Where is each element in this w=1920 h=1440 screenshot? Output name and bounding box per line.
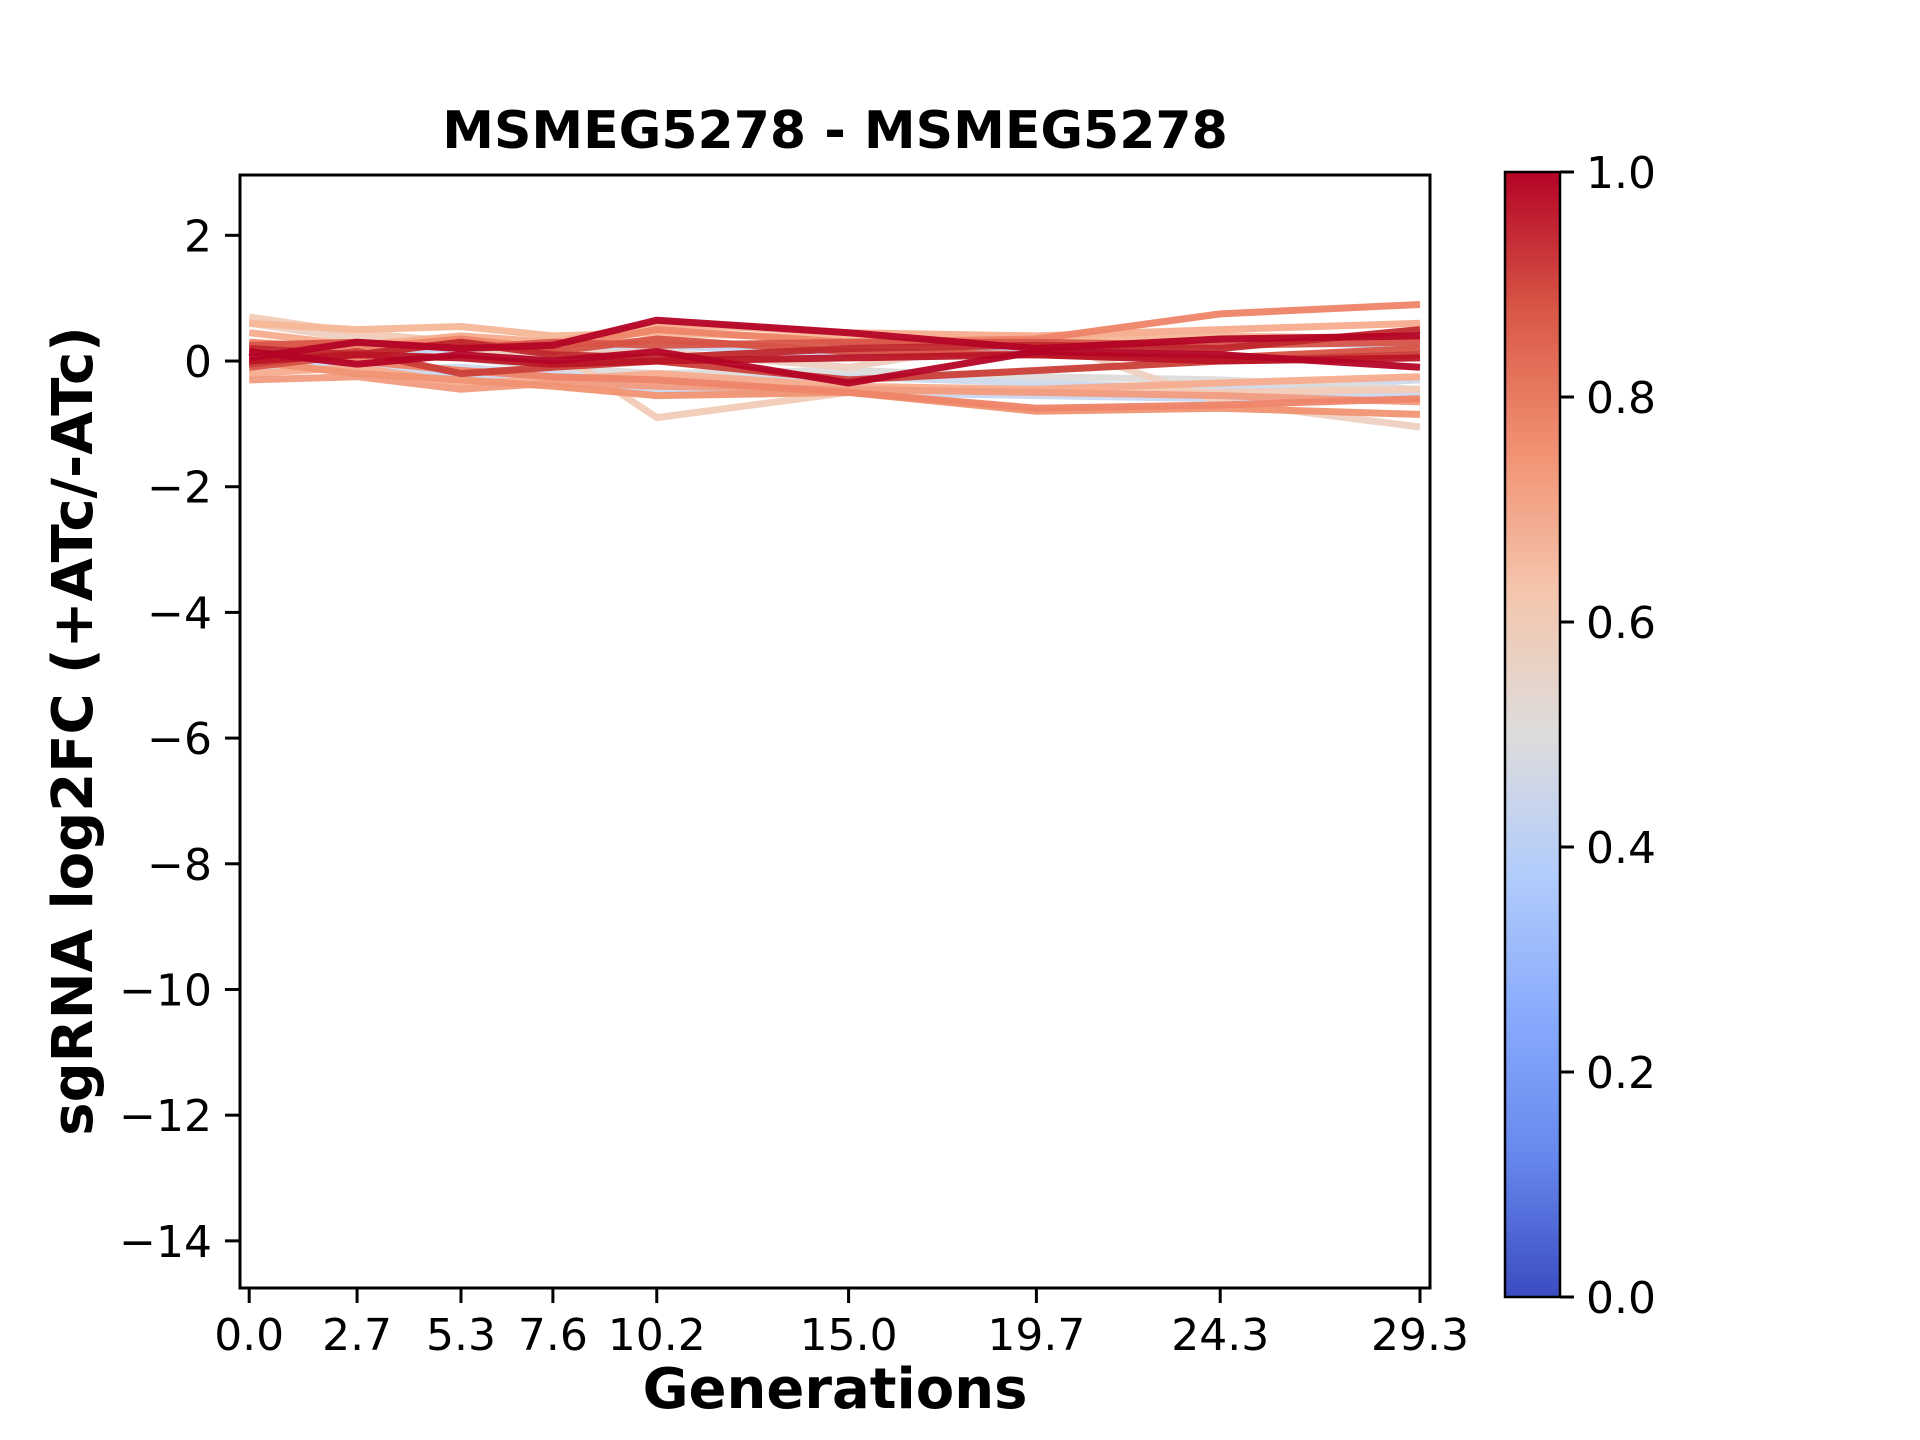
colorbar-ticks: 1.0 0.8 0.6 0.4 0.2 0.0 bbox=[1560, 148, 1656, 1324]
y-tick-label: −12 bbox=[119, 1091, 212, 1142]
colorbar: 1.0 0.8 0.6 0.4 0.2 0.0 bbox=[1503, 148, 1656, 1324]
series-lines bbox=[248, 301, 1421, 431]
sgrna-trace bbox=[248, 316, 1421, 362]
plot-border bbox=[238, 173, 1432, 1290]
x-axis-label: Generations bbox=[643, 1357, 1028, 1422]
sgrna-trace bbox=[249, 373, 1421, 406]
x-tick-label: 7.6 bbox=[518, 1310, 588, 1361]
colorbar-tick-label: 1.0 bbox=[1586, 148, 1656, 199]
y-tick-label: −8 bbox=[147, 840, 212, 891]
y-tick-label: −6 bbox=[147, 714, 212, 765]
chart-title: MSMEG5278 - MSMEG5278 bbox=[442, 101, 1228, 161]
y-tick-label: 2 bbox=[184, 211, 212, 262]
colorbar-tick-label: 0.6 bbox=[1586, 598, 1656, 649]
colorbar-tick-label: 0.2 bbox=[1586, 1048, 1656, 1099]
y-tick-label: −4 bbox=[147, 588, 212, 639]
x-tick-label: 2.7 bbox=[322, 1310, 392, 1361]
x-tick-label: 5.3 bbox=[426, 1310, 496, 1361]
x-tick-label: 19.7 bbox=[987, 1310, 1085, 1361]
x-tick-label: 29.3 bbox=[1371, 1310, 1469, 1361]
colorbar-tick-label: 0.8 bbox=[1586, 373, 1656, 424]
x-tick-label: 10.2 bbox=[608, 1310, 706, 1361]
y-tick-label: −10 bbox=[119, 965, 212, 1016]
y-tick-label: −2 bbox=[147, 463, 212, 514]
x-tick-label: 0.0 bbox=[214, 1310, 284, 1361]
colorbar-tick-label: 0.4 bbox=[1586, 823, 1656, 874]
y-tick-label: −14 bbox=[119, 1217, 212, 1268]
colorbar-bar bbox=[1503, 170, 1562, 1299]
x-tick-label: 24.3 bbox=[1171, 1310, 1269, 1361]
colorbar-tick-label: 0.0 bbox=[1586, 1273, 1656, 1324]
sgrna-trace bbox=[248, 351, 1421, 368]
y-tick-label: 0 bbox=[184, 337, 212, 388]
y-axis-label: sgRNA log2FC (+ATc/-ATc) bbox=[41, 326, 106, 1136]
y-axis-ticks: 2 0 −2 −4 −6 −8 −10 −12 −14 bbox=[119, 211, 240, 1268]
sgrna-trace bbox=[248, 348, 1421, 387]
x-axis-ticks: 0.0 2.7 5.3 7.6 10.2 15.0 19.7 24.3 29.3 bbox=[214, 1288, 1469, 1361]
x-tick-label: 15.0 bbox=[800, 1310, 898, 1361]
